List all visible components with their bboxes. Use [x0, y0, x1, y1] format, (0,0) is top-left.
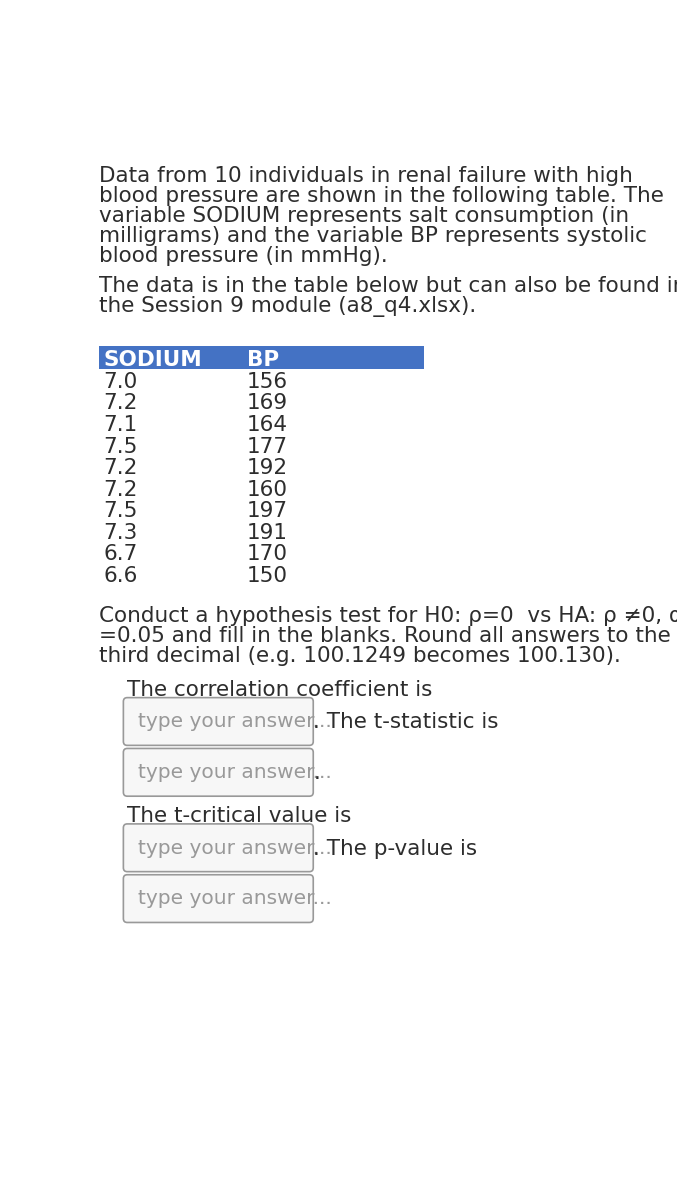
Text: 191: 191 — [246, 523, 288, 542]
Text: 156: 156 — [246, 372, 288, 392]
Text: 197: 197 — [246, 502, 288, 521]
Bar — [99, 346, 424, 368]
Text: 7.2: 7.2 — [103, 458, 137, 478]
Text: . The p-value is: . The p-value is — [313, 839, 477, 858]
Text: blood pressure are shown in the following table. The: blood pressure are shown in the followin… — [99, 186, 663, 205]
Text: Conduct a hypothesis test for H0: ρ=0  vs HA: ρ ≠0, α: Conduct a hypothesis test for H0: ρ=0 vs… — [99, 606, 677, 626]
FancyBboxPatch shape — [123, 824, 313, 871]
Text: 7.2: 7.2 — [103, 480, 137, 499]
Text: 7.5: 7.5 — [103, 437, 137, 456]
Text: The correlation coefficient is: The correlation coefficient is — [127, 680, 433, 700]
Text: SODIUM: SODIUM — [103, 349, 202, 370]
Text: 7.0: 7.0 — [103, 372, 137, 392]
Text: The data is in the table below but can also be found in: The data is in the table below but can a… — [99, 276, 677, 296]
Text: =0.05 and fill in the blanks. Round all answers to the: =0.05 and fill in the blanks. Round all … — [99, 626, 670, 646]
Text: variable SODIUM represents salt consumption (in: variable SODIUM represents salt consumpt… — [99, 205, 629, 226]
Text: blood pressure (in mmHg).: blood pressure (in mmHg). — [99, 246, 387, 265]
Text: type your answer...: type your answer... — [138, 713, 332, 731]
Text: 7.2: 7.2 — [103, 394, 137, 414]
Text: . The t-statistic is: . The t-statistic is — [313, 713, 499, 732]
FancyBboxPatch shape — [123, 697, 313, 745]
Text: 170: 170 — [246, 545, 288, 564]
Text: BP: BP — [246, 349, 279, 370]
Text: 7.1: 7.1 — [103, 415, 137, 436]
Text: 6.7: 6.7 — [103, 545, 137, 564]
Text: 7.5: 7.5 — [103, 502, 137, 521]
Text: 7.3: 7.3 — [103, 523, 137, 542]
Text: type your answer...: type your answer... — [138, 763, 332, 782]
Text: 177: 177 — [246, 437, 288, 456]
Text: 150: 150 — [246, 566, 288, 586]
Text: the Session 9 module (a8_q4.xlsx).: the Session 9 module (a8_q4.xlsx). — [99, 296, 476, 318]
Text: milligrams) and the variable BP represents systolic: milligrams) and the variable BP represen… — [99, 226, 647, 246]
FancyBboxPatch shape — [123, 875, 313, 923]
Text: third decimal (e.g. 100.1249 becomes 100.130).: third decimal (e.g. 100.1249 becomes 100… — [99, 646, 620, 666]
Text: 192: 192 — [246, 458, 288, 478]
Text: 160: 160 — [246, 480, 288, 499]
Text: 164: 164 — [246, 415, 288, 436]
Text: type your answer...: type your answer... — [138, 839, 332, 858]
Text: 169: 169 — [246, 394, 288, 414]
FancyBboxPatch shape — [123, 749, 313, 796]
Text: .: . — [313, 763, 320, 784]
Text: 6.6: 6.6 — [103, 566, 137, 586]
Text: type your answer...: type your answer... — [138, 889, 332, 908]
Text: Data from 10 individuals in renal failure with high: Data from 10 individuals in renal failur… — [99, 166, 632, 186]
Text: The t-critical value is: The t-critical value is — [127, 806, 351, 826]
